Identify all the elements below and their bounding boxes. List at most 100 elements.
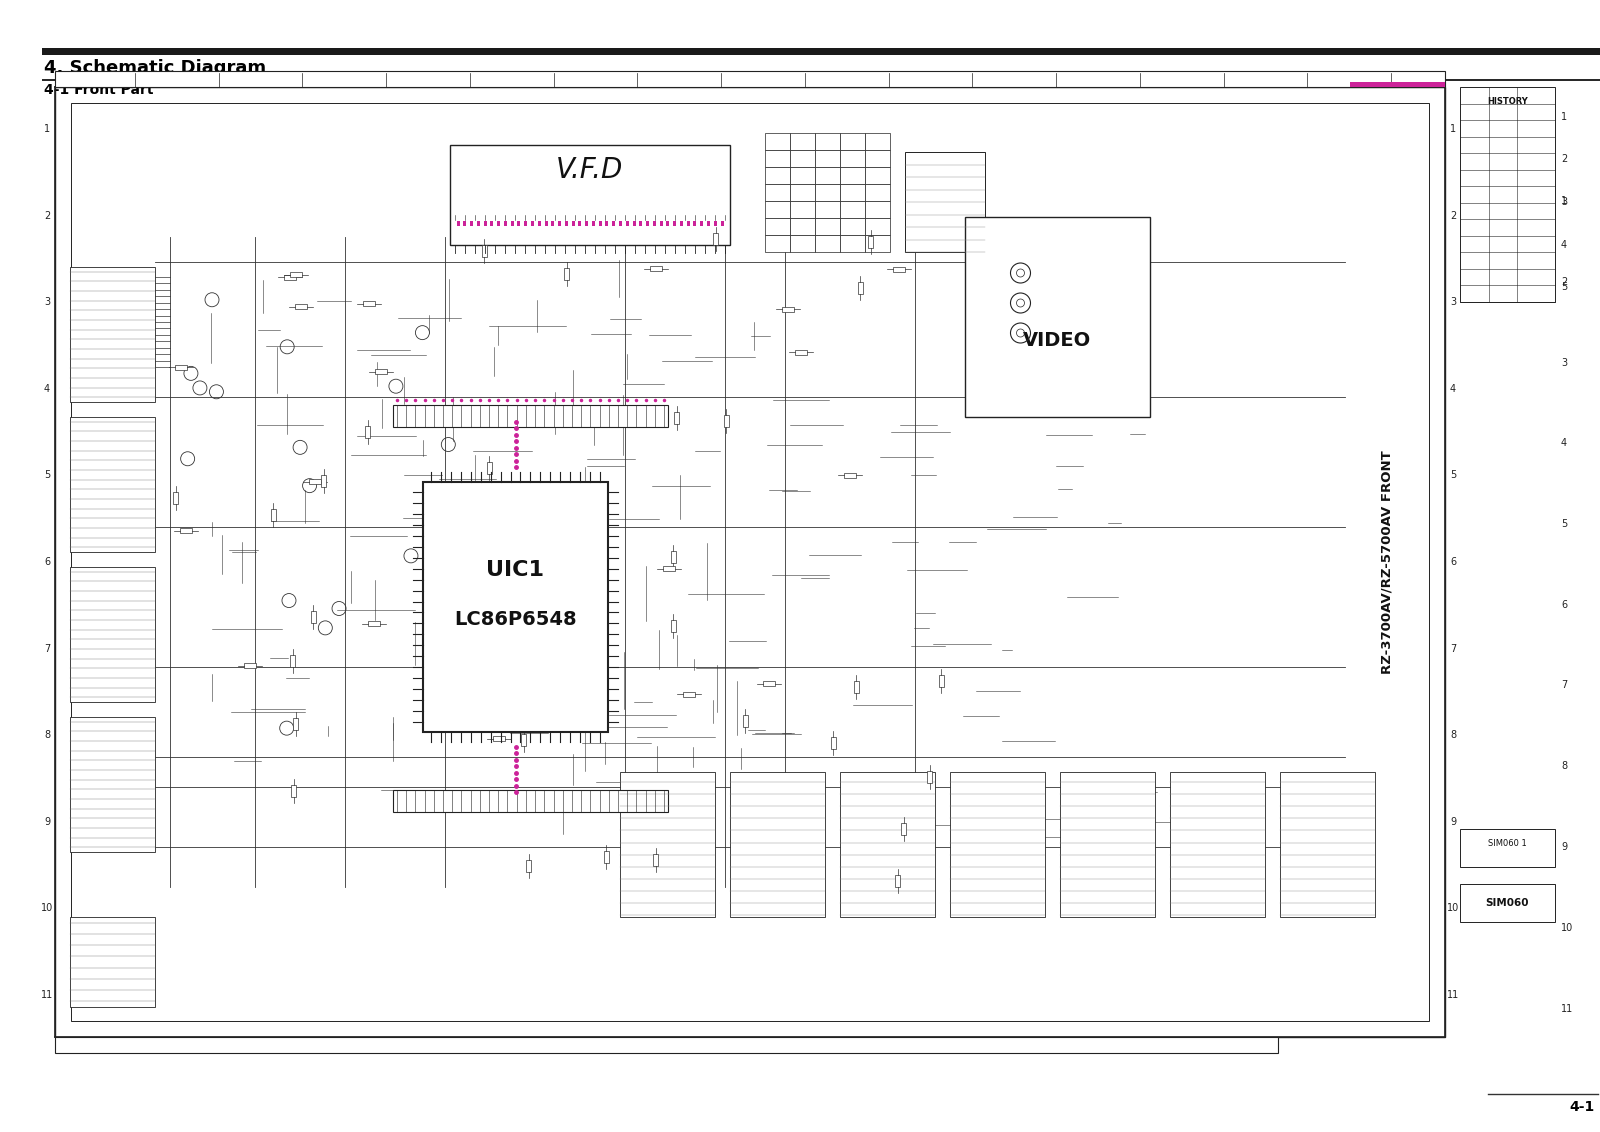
Bar	[814, 151, 840, 168]
Text: K: K	[926, 75, 934, 84]
Bar	[531, 221, 534, 226]
Text: M: M	[1093, 75, 1102, 84]
Bar	[1459, 829, 1555, 867]
Text: C: C	[258, 75, 264, 84]
Text: M: M	[1093, 75, 1102, 84]
Bar	[525, 221, 526, 226]
Text: C: C	[258, 75, 264, 84]
Bar	[686, 221, 690, 226]
Bar	[42, 48, 1600, 55]
Bar	[840, 132, 866, 151]
Bar	[486, 462, 491, 474]
Bar	[763, 681, 776, 686]
Bar	[619, 221, 622, 226]
Bar	[586, 547, 592, 559]
Bar	[790, 168, 814, 185]
Text: B: B	[173, 75, 181, 84]
Text: 11: 11	[1562, 1003, 1573, 1013]
Bar	[830, 737, 835, 749]
Text: 11: 11	[42, 990, 53, 1000]
Bar	[291, 273, 302, 277]
Bar	[840, 185, 866, 201]
Text: J: J	[845, 1040, 848, 1049]
Bar	[646, 221, 650, 226]
Bar	[765, 151, 790, 168]
Text: O: O	[1262, 75, 1269, 84]
Bar	[510, 221, 514, 226]
Bar	[680, 221, 683, 226]
Text: L: L	[1011, 1040, 1016, 1049]
Bar	[765, 132, 790, 151]
Text: B: B	[173, 75, 181, 84]
Text: A: A	[90, 1040, 96, 1049]
Text: 5: 5	[1562, 282, 1568, 292]
Text: 10: 10	[1446, 903, 1459, 914]
Bar	[693, 221, 696, 226]
Text: 4: 4	[1562, 438, 1566, 448]
Bar	[598, 221, 602, 226]
Bar	[363, 301, 376, 306]
Bar	[790, 218, 814, 235]
Text: LC86P6548: LC86P6548	[454, 610, 578, 629]
Bar	[840, 151, 866, 168]
Text: 2: 2	[1450, 211, 1456, 221]
Bar	[173, 492, 179, 504]
Text: A: A	[90, 75, 96, 84]
Text: H: H	[675, 75, 683, 84]
Bar	[840, 235, 866, 252]
Text: I: I	[762, 75, 765, 84]
Bar	[365, 427, 370, 438]
Text: P: P	[1346, 75, 1352, 84]
Bar	[504, 221, 507, 226]
Bar	[243, 663, 256, 668]
Bar	[790, 151, 814, 168]
Bar	[790, 201, 814, 218]
Text: 1: 1	[1562, 112, 1566, 122]
Text: 3: 3	[1562, 197, 1566, 207]
Text: L: L	[1011, 75, 1018, 84]
Text: K: K	[926, 1040, 933, 1049]
Bar	[926, 771, 933, 783]
Bar	[626, 221, 629, 226]
Bar	[653, 221, 656, 226]
Text: 4: 4	[1562, 240, 1566, 249]
Bar	[368, 621, 379, 626]
Bar	[854, 681, 859, 693]
Bar	[730, 772, 826, 917]
Text: 1: 1	[1562, 196, 1566, 206]
Bar	[322, 475, 326, 487]
Bar	[765, 201, 790, 218]
Bar	[490, 221, 493, 226]
Bar	[814, 168, 840, 185]
Text: J: J	[845, 75, 848, 84]
Bar	[790, 235, 814, 252]
Bar	[893, 267, 906, 272]
Bar	[742, 715, 747, 727]
Text: SIM060 1: SIM060 1	[1488, 839, 1526, 848]
Bar	[640, 221, 642, 226]
Text: 2: 2	[43, 211, 50, 221]
Bar	[174, 365, 187, 370]
Bar	[483, 221, 486, 226]
Bar	[70, 917, 155, 1007]
Bar	[814, 132, 840, 151]
Bar	[552, 221, 554, 226]
Text: 10: 10	[42, 903, 53, 914]
Text: I: I	[760, 1040, 765, 1049]
Bar	[840, 772, 934, 917]
Text: RZ-3700AV/RZ-5700AV FRONT: RZ-3700AV/RZ-5700AV FRONT	[1381, 451, 1394, 674]
Bar	[291, 786, 296, 797]
Bar	[659, 221, 662, 226]
Text: 4-1: 4-1	[1570, 1100, 1595, 1114]
Text: F: F	[509, 1040, 514, 1049]
Bar	[309, 479, 320, 484]
Text: 4-1 Front Part: 4-1 Front Part	[45, 83, 154, 97]
Text: I: I	[762, 75, 765, 84]
Bar	[714, 221, 717, 226]
Text: F: F	[509, 75, 515, 84]
Bar	[1280, 772, 1374, 917]
Bar	[765, 168, 790, 185]
Bar	[482, 245, 486, 257]
Bar	[866, 132, 890, 151]
Text: 6: 6	[1450, 557, 1456, 567]
